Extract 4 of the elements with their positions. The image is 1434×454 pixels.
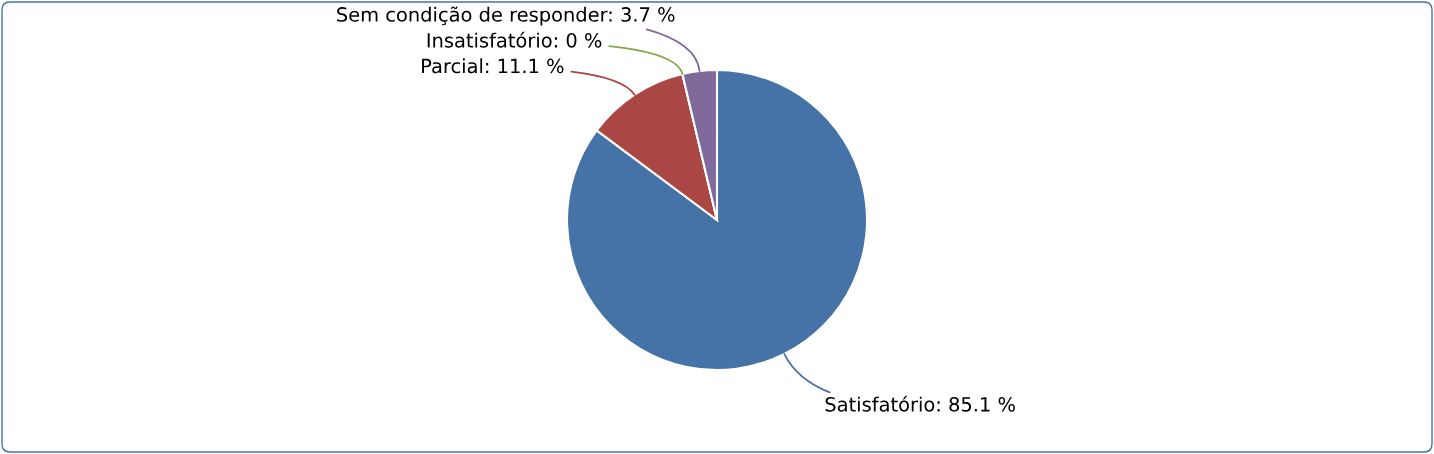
slice-label: Sem condição de responder: 3.7 %	[337, 6, 675, 26]
slice-label: Satisfatório: 85.1 %	[825, 395, 1015, 412]
slice-label: Parcial: 11.1 %	[422, 58, 564, 74]
category-label: Insatisfatório: 0 %	[427, 31, 602, 48]
